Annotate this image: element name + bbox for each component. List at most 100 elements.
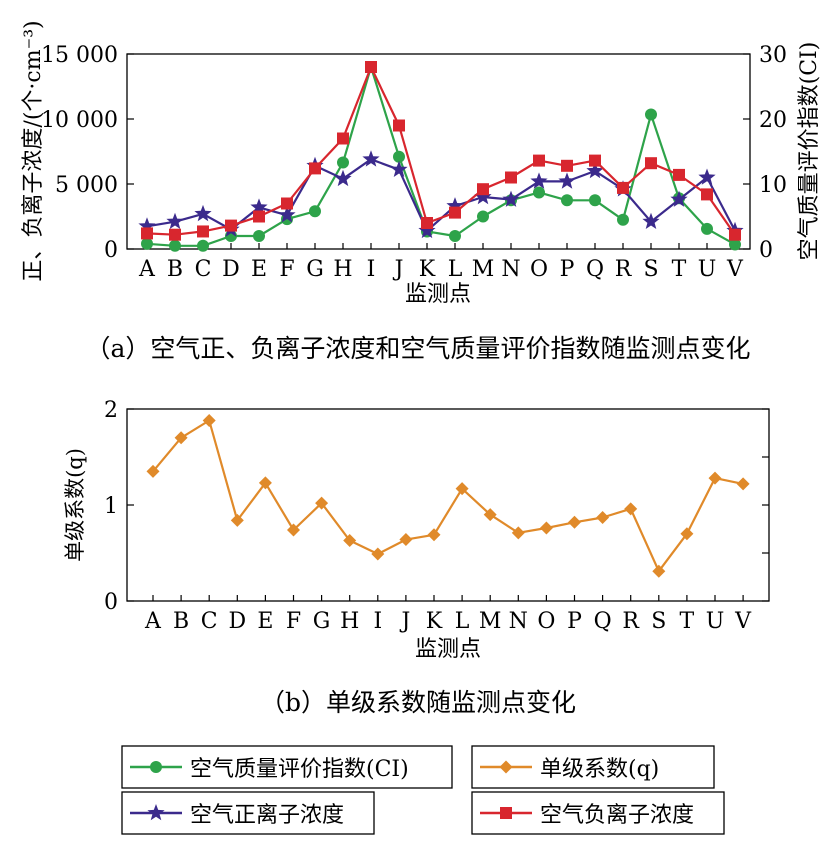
x-tick-label: R <box>615 257 633 282</box>
point-q <box>511 526 525 540</box>
x-tick-label: J <box>399 609 410 634</box>
x-tick-label: P <box>567 609 582 634</box>
legend-marker-ci <box>150 761 162 773</box>
point-neg <box>281 197 293 210</box>
point-pos <box>194 204 212 222</box>
x-tick-label: B <box>173 609 189 634</box>
legend-box-ci <box>121 745 453 789</box>
legend-box-q <box>471 745 715 789</box>
x-tick-label: H <box>340 609 359 634</box>
point-q <box>371 547 385 561</box>
x-tick-label: S <box>651 609 666 634</box>
point-neg <box>141 227 153 240</box>
legend-label-pos: 空气正离子浓度 <box>190 803 344 828</box>
x-tick-label: T <box>680 609 695 634</box>
point-pos <box>138 217 156 234</box>
point-ci <box>561 194 573 207</box>
point-pos <box>586 162 604 179</box>
x-tick-label: R <box>622 609 640 634</box>
x-tick-label: E <box>257 609 273 634</box>
y-tick-label: 5 000 <box>55 173 118 198</box>
point-pos <box>474 188 492 205</box>
point-q <box>596 510 610 524</box>
series-line-neg <box>146 65 736 236</box>
point-pos <box>446 197 464 214</box>
point-q <box>230 513 244 527</box>
point-pos <box>642 212 660 229</box>
point-q <box>146 464 160 478</box>
y-tick-label: 0 <box>104 238 118 263</box>
x-tick-label: C <box>195 257 212 282</box>
point-pos <box>670 190 688 207</box>
x-tick-label: F <box>279 257 294 282</box>
point-q <box>708 471 722 485</box>
point-ci <box>393 150 405 163</box>
point-pos <box>418 221 436 239</box>
point-neg <box>533 154 545 167</box>
point-neg <box>449 206 461 219</box>
x-tick-label: I <box>373 609 382 634</box>
y-tick-label-right: 30 <box>759 43 787 68</box>
x-tick-label: G <box>313 609 331 634</box>
x-tick-label: K <box>426 609 443 634</box>
point-q <box>624 502 638 516</box>
point-ci <box>141 237 153 250</box>
x-tick-label: M <box>472 257 495 282</box>
x-tick-label: D <box>228 609 246 634</box>
legend-marker-q <box>499 760 513 774</box>
point-pos <box>278 206 296 223</box>
chart-b-series <box>146 414 750 578</box>
legend: 空气质量评价指数(CI) 单级系数(q) 空气正离子浓度 空气负离子浓度 <box>121 745 725 835</box>
point-q <box>652 564 666 578</box>
x-tick-label: U <box>698 257 717 282</box>
x-tick-label: V <box>734 609 752 634</box>
x-tick-label: H <box>333 257 352 282</box>
x-tick-label: Q <box>586 257 604 282</box>
point-q <box>568 515 581 529</box>
point-neg <box>253 210 265 223</box>
x-tick-label: N <box>501 257 520 282</box>
point-neg <box>225 219 237 232</box>
point-q <box>202 414 216 428</box>
point-pos <box>530 172 548 189</box>
point-neg <box>309 162 321 175</box>
y-tick-label: 15 000 <box>41 43 118 68</box>
point-q <box>736 477 750 491</box>
legend-box-neg <box>471 791 725 835</box>
point-neg <box>477 183 489 196</box>
x-tick-label: S <box>643 257 658 282</box>
point-ci <box>729 238 741 251</box>
series-line-q <box>152 419 744 573</box>
point-pos <box>334 169 352 187</box>
point-neg <box>645 157 657 170</box>
point-q <box>287 523 300 537</box>
point-ci <box>645 108 657 121</box>
x-tick-label: T <box>672 257 687 282</box>
x-tick-label: B <box>167 257 183 282</box>
point-neg <box>673 168 685 181</box>
point-ci <box>449 230 461 242</box>
x-tick-label: U <box>706 609 725 634</box>
x-tick-label: Q <box>594 609 612 634</box>
x-tick-label: C <box>201 609 218 634</box>
chart-b-xlabel: 监测点 <box>415 637 481 662</box>
point-neg <box>197 225 209 238</box>
x-tick-label: I <box>367 257 376 282</box>
point-neg <box>729 228 741 241</box>
x-tick-label: G <box>306 257 324 282</box>
point-q <box>315 496 329 510</box>
y-tick-label: 1 <box>104 494 118 519</box>
point-neg <box>365 61 377 73</box>
caption-b: （b）单级系数随监测点变化 <box>259 688 576 717</box>
point-pos <box>390 160 408 177</box>
y-tick-label: 2 <box>104 398 118 423</box>
chart-a-frame <box>126 53 751 250</box>
chart-b: A B C D E F G H I J K L M N O P Q R S T U V 0 1 2 监测点 单级系数(q) <box>63 398 770 662</box>
legend-box-pos <box>121 791 375 835</box>
point-neg <box>337 132 349 145</box>
point-q <box>174 431 188 445</box>
chart-a-ylabel: 正、负离子浓度/(个·cm⁻³) <box>21 20 46 281</box>
chart-a-xlabel: 监测点 <box>405 282 471 307</box>
chart-a-ylabel-right: 空气质量评价指数(CI) <box>797 42 822 261</box>
